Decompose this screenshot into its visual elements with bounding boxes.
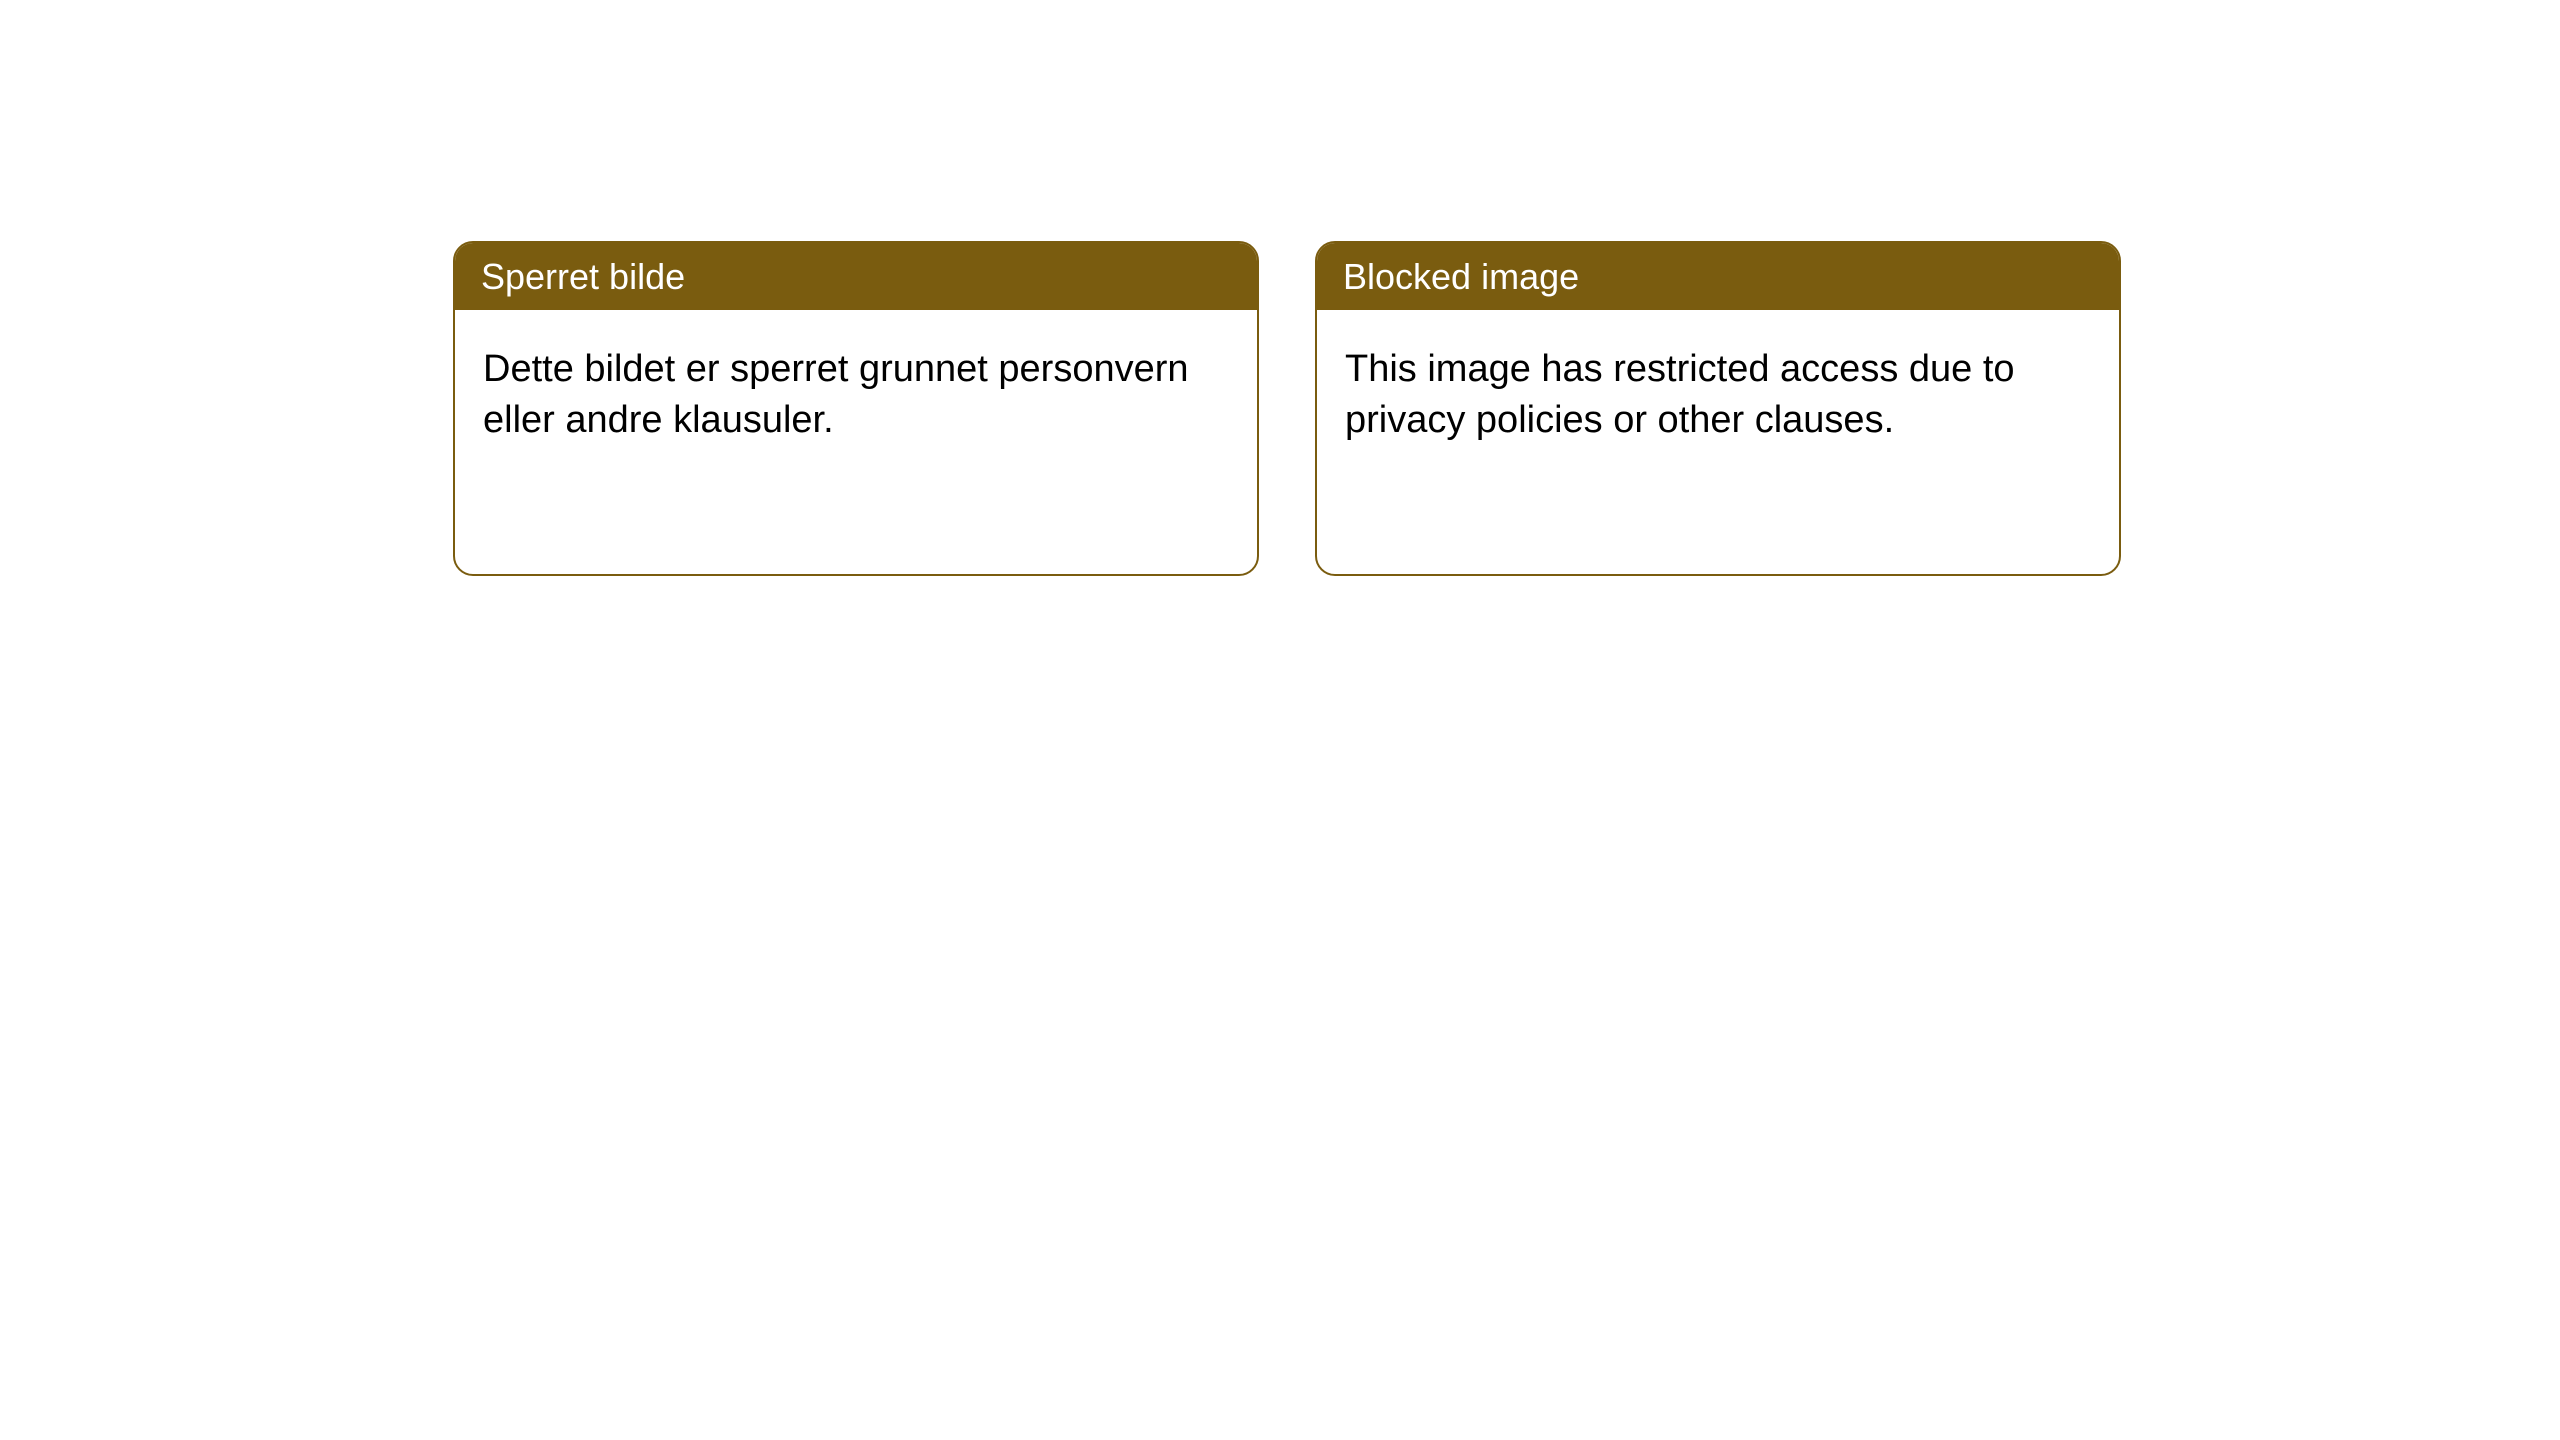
card-text-no: Dette bildet er sperret grunnet personve… bbox=[483, 348, 1189, 441]
card-body-no: Dette bildet er sperret grunnet personve… bbox=[455, 310, 1257, 481]
card-title-en: Blocked image bbox=[1343, 256, 1579, 297]
card-text-en: This image has restricted access due to … bbox=[1345, 348, 2015, 441]
notice-cards-container: Sperret bilde Dette bildet er sperret gr… bbox=[453, 241, 2121, 576]
card-header-en: Blocked image bbox=[1317, 243, 2119, 310]
card-header-no: Sperret bilde bbox=[455, 243, 1257, 310]
blocked-image-card-no: Sperret bilde Dette bildet er sperret gr… bbox=[453, 241, 1259, 576]
card-title-no: Sperret bilde bbox=[481, 256, 685, 297]
card-body-en: This image has restricted access due to … bbox=[1317, 310, 2119, 481]
blocked-image-card-en: Blocked image This image has restricted … bbox=[1315, 241, 2121, 576]
